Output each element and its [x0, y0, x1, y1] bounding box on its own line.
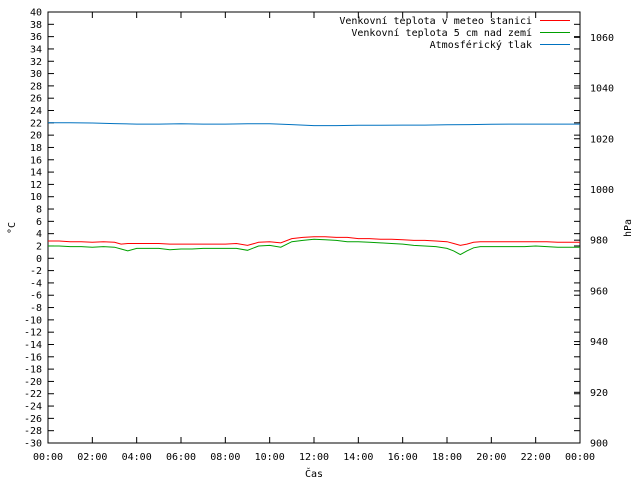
x-tick-label: 18:00: [432, 452, 462, 463]
y-tick-label: 2: [36, 241, 42, 252]
x-tick-label: 14:00: [343, 452, 373, 463]
y-tick-label: -10: [24, 315, 42, 326]
y2-tick-label: 940: [590, 337, 608, 348]
y-tick-label: 28: [30, 81, 42, 92]
x-tick-label: 10:00: [255, 452, 285, 463]
y2-tick-label: 960: [590, 286, 608, 297]
y-tick-label: 26: [30, 94, 42, 105]
y-tick-label: -8: [30, 303, 42, 314]
y2-tick-label: 1060: [590, 33, 614, 44]
y-tick-label: -30: [24, 439, 42, 450]
y2-tick-label: 920: [590, 388, 608, 399]
legend-label: Venkovní teplota 5 cm nad zemí: [351, 27, 532, 39]
y-tick-label: -14: [24, 340, 42, 351]
plot-area-frame: [47, 11, 581, 444]
y-tick-label: 16: [30, 155, 42, 166]
y-tick-label: 22: [30, 118, 42, 129]
x-tick-label: 08:00: [210, 452, 240, 463]
x-tick-label: 06:00: [166, 452, 196, 463]
x-tick-label: 04:00: [122, 452, 152, 463]
y-axis-label: °C: [7, 222, 18, 234]
y-tick-label: 10: [30, 192, 42, 203]
x-tick-label: 20:00: [476, 452, 506, 463]
y-tick-label: -12: [24, 328, 42, 339]
y-tick-label: 12: [30, 180, 42, 191]
y-tick-label: 40: [30, 8, 42, 19]
x-axis: 00:00 02:00 04:00 06:00 08:00 10:00 12:00 14:00…: [33, 12, 595, 463]
legend-label: Venkovní teplota v meteo stanici: [339, 15, 532, 27]
x-tick-label: 00:00: [565, 452, 595, 463]
y-tick-label: 18: [30, 143, 42, 154]
x-tick-label: 02:00: [77, 452, 107, 463]
y-tick-label: -4: [30, 278, 42, 289]
y-tick-label: -2: [30, 266, 42, 277]
y-tick-label: 0: [36, 254, 42, 265]
series-line-1: [48, 236, 580, 246]
x-tick-label: 12:00: [299, 452, 329, 463]
y-tick-label: 8: [36, 205, 42, 216]
y-tick-label: 34: [30, 44, 42, 55]
y2-tick-label: 980: [590, 236, 608, 247]
y-axis-left: -30-28-26-24-22-20-18-16-14-12-10-8-6-4-…: [24, 8, 580, 450]
y-tick-label: 36: [30, 32, 42, 43]
y-tick-label: 6: [36, 217, 42, 228]
y-tick-label: 24: [30, 106, 42, 117]
y2-tick-label: 1000: [590, 185, 614, 196]
y-tick-label: 30: [30, 69, 42, 80]
y-tick-label: 38: [30, 20, 42, 31]
series-line-3: [48, 122, 580, 127]
y-tick-label: -26: [24, 414, 42, 425]
y2-tick-label: 1040: [590, 84, 614, 95]
y-tick-label: -20: [24, 377, 42, 388]
y2-tick-label: 900: [590, 439, 608, 450]
y-tick-label: 14: [30, 168, 42, 179]
x-tick-label: 22:00: [521, 452, 551, 463]
x-tick-label: 16:00: [388, 452, 418, 463]
legend-label: Atmosférický tlak: [430, 39, 532, 51]
y-tick-label: -18: [24, 365, 42, 376]
y2-tick-label: 1020: [590, 134, 614, 145]
series-layer: [48, 122, 580, 256]
series-line-2: [48, 238, 580, 256]
y-tick-label: -16: [24, 352, 42, 363]
y-tick-label: 32: [30, 57, 42, 68]
legend: Venkovní teplota v meteo staniciVenkovní…: [339, 15, 570, 51]
y-tick-label: -24: [24, 402, 42, 413]
x-tick-label: 00:00: [33, 452, 63, 463]
y-tick-label: -28: [24, 426, 42, 437]
y-tick-label: 20: [30, 131, 42, 142]
y-tick-label: -6: [30, 291, 42, 302]
x-axis-label: Čas: [305, 467, 323, 480]
y-tick-label: -22: [24, 389, 42, 400]
y-tick-label: 4: [36, 229, 42, 240]
y2-axis-label: hPa: [623, 219, 634, 237]
y-axis-right: 900 920 940 960 980 1000 1020 1040 1060: [574, 33, 614, 450]
